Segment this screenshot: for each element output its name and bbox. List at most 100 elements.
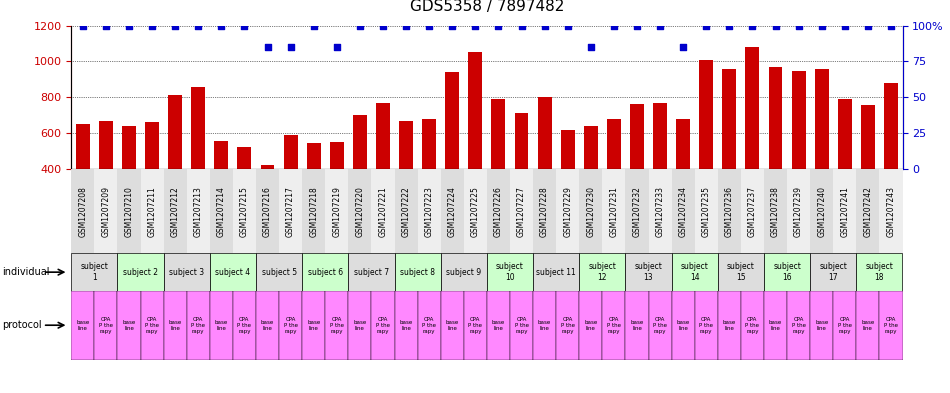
Text: GSM1207231: GSM1207231: [609, 186, 618, 237]
Bar: [145, 122, 159, 241]
Point: [398, 22, 413, 29]
Text: CPA
P the
rapy: CPA P the rapy: [515, 317, 528, 334]
Text: GSM1207238: GSM1207238: [771, 186, 780, 237]
Bar: [510, 169, 533, 253]
Point: [330, 44, 345, 50]
Text: CPA
P the
rapy: CPA P the rapy: [145, 317, 159, 334]
Bar: [418, 291, 441, 360]
Text: GSM1207226: GSM1207226: [494, 186, 503, 237]
Text: protocol: protocol: [2, 320, 42, 330]
Point: [745, 22, 760, 29]
Text: GSM1207220: GSM1207220: [355, 186, 365, 237]
Text: base
line: base line: [307, 320, 320, 331]
Bar: [791, 71, 806, 241]
Text: subject
14: subject 14: [681, 263, 709, 282]
Bar: [694, 169, 718, 253]
Bar: [676, 119, 690, 241]
Point: [861, 22, 876, 29]
Bar: [307, 143, 320, 241]
Text: GDS5358 / 7897482: GDS5358 / 7897482: [409, 0, 564, 14]
Bar: [602, 291, 625, 360]
Bar: [769, 67, 783, 241]
Text: GSM1207239: GSM1207239: [794, 186, 803, 237]
Bar: [99, 121, 113, 241]
Text: GSM1207210: GSM1207210: [124, 186, 134, 237]
Text: base
line: base line: [723, 320, 736, 331]
Point: [352, 22, 368, 29]
Point: [560, 22, 576, 29]
Bar: [94, 169, 118, 253]
Bar: [422, 119, 436, 241]
Text: subject
1: subject 1: [81, 263, 108, 282]
Bar: [71, 291, 94, 360]
Bar: [625, 253, 672, 291]
Text: CPA
P the
rapy: CPA P the rapy: [607, 317, 621, 334]
Bar: [233, 291, 256, 360]
Text: GSM1207214: GSM1207214: [217, 186, 226, 237]
Text: GSM1207213: GSM1207213: [194, 186, 202, 237]
Text: base
line: base line: [584, 320, 598, 331]
Bar: [580, 253, 625, 291]
Bar: [741, 169, 764, 253]
Text: GSM1207216: GSM1207216: [263, 186, 272, 237]
Text: GSM1207227: GSM1207227: [517, 186, 526, 237]
Bar: [718, 291, 741, 360]
Bar: [880, 169, 902, 253]
Text: CPA
P the
rapy: CPA P the rapy: [838, 317, 852, 334]
Bar: [394, 169, 418, 253]
Bar: [810, 169, 833, 253]
Bar: [718, 169, 741, 253]
Bar: [764, 291, 787, 360]
Point: [514, 22, 529, 29]
Text: GSM1207230: GSM1207230: [586, 186, 596, 237]
Text: subject
15: subject 15: [727, 263, 755, 282]
Point: [260, 44, 276, 50]
Bar: [76, 124, 89, 241]
Point: [75, 22, 90, 29]
Bar: [256, 253, 302, 291]
Point: [791, 22, 807, 29]
Text: base
line: base line: [538, 320, 551, 331]
Bar: [468, 51, 483, 241]
Bar: [256, 291, 279, 360]
Bar: [210, 291, 233, 360]
Text: base
line: base line: [631, 320, 643, 331]
Bar: [533, 253, 580, 291]
Bar: [510, 291, 533, 360]
Text: base
line: base line: [353, 320, 367, 331]
Bar: [210, 253, 256, 291]
Bar: [284, 135, 297, 241]
Text: GSM1207219: GSM1207219: [332, 186, 341, 237]
Bar: [446, 72, 459, 241]
Text: base
line: base line: [168, 320, 181, 331]
Point: [467, 22, 483, 29]
Text: GSM1207236: GSM1207236: [725, 186, 733, 237]
Text: CPA
P the
rapy: CPA P the rapy: [884, 317, 898, 334]
Point: [98, 22, 113, 29]
Text: GSM1207233: GSM1207233: [656, 186, 665, 237]
Bar: [580, 291, 602, 360]
Bar: [141, 291, 163, 360]
Bar: [699, 60, 713, 241]
Text: GSM1207224: GSM1207224: [447, 186, 457, 237]
Bar: [325, 169, 349, 253]
Bar: [764, 169, 787, 253]
Point: [375, 22, 390, 29]
Point: [237, 22, 252, 29]
Text: GSM1207234: GSM1207234: [678, 186, 688, 237]
Bar: [672, 253, 718, 291]
Text: base
line: base line: [492, 320, 505, 331]
Bar: [491, 99, 505, 241]
Text: subject 6: subject 6: [308, 268, 343, 277]
Text: GSM1207243: GSM1207243: [886, 186, 896, 237]
Bar: [486, 291, 510, 360]
Text: subject 11: subject 11: [536, 268, 576, 277]
Text: subject 4: subject 4: [216, 268, 251, 277]
Text: individual: individual: [2, 267, 49, 277]
Point: [214, 22, 229, 29]
Bar: [118, 253, 163, 291]
Bar: [861, 105, 875, 241]
Bar: [349, 253, 394, 291]
Bar: [787, 291, 810, 360]
Bar: [371, 291, 394, 360]
